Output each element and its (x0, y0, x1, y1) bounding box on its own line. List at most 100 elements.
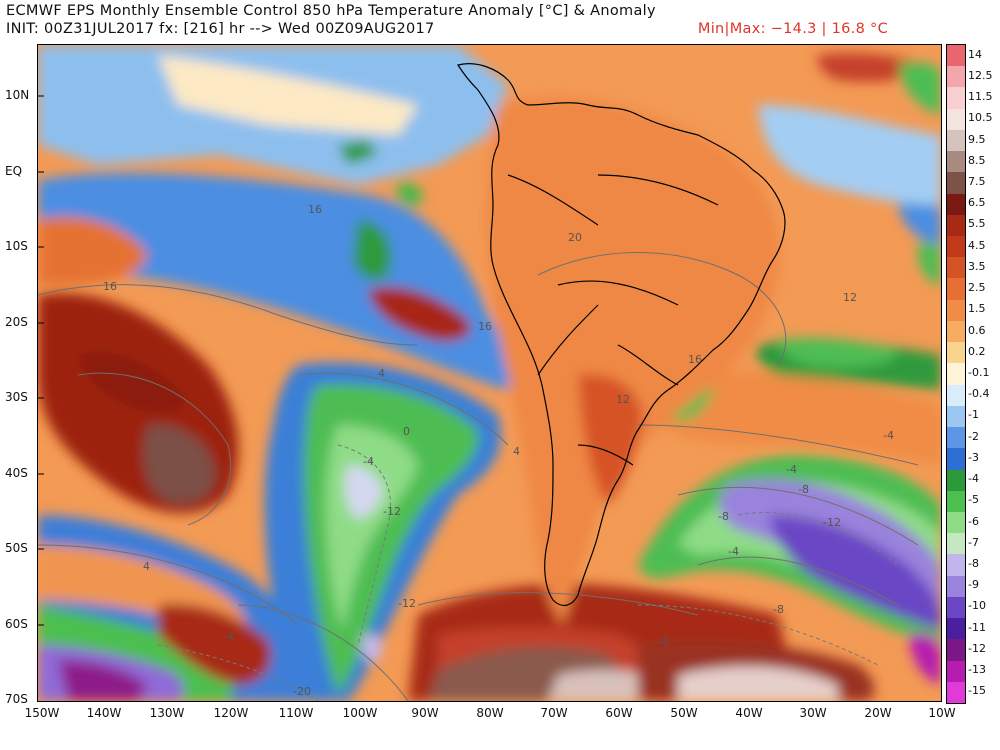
contour-label: -8 (718, 510, 729, 523)
colorbar-label: -11 (968, 620, 986, 634)
colorbar-segment (947, 639, 965, 662)
colorbar-segment (947, 384, 965, 407)
colorbar-segment (947, 490, 965, 513)
lon-label: 40W (735, 706, 763, 720)
grid-ticks (38, 95, 44, 626)
anomaly-fill (38, 45, 941, 701)
colorbar-segment (947, 108, 965, 131)
contour-label: -8 (798, 483, 809, 496)
colorbar-segment (947, 405, 965, 428)
colorbar-segment (947, 533, 965, 555)
colorbar-label: -1 (968, 408, 979, 422)
lon-label: 140W (86, 706, 122, 720)
colorbar-segment (947, 511, 965, 534)
colorbar-label: -15 (968, 684, 986, 698)
colorbar-label: -5 (968, 493, 979, 507)
lat-label: 40S (5, 466, 28, 480)
contour-label: 16 (478, 320, 492, 333)
colorbar-segment (947, 214, 965, 237)
colorbar-segment (947, 129, 965, 152)
lat-label: 60S (5, 617, 28, 631)
colorbar-label: -4 (968, 472, 979, 486)
contour-label: 4 (378, 367, 385, 380)
contour-label: -4 (786, 463, 797, 476)
colorbar-label: 9.5 (968, 132, 986, 146)
lat-label: 70S (5, 692, 28, 706)
lon-label: 120W (213, 706, 249, 720)
contour-label: -4 (223, 630, 234, 643)
contour-label: -12 (823, 516, 841, 529)
colorbar-label: 1.5 (968, 302, 986, 316)
contour-label: -8 (658, 635, 669, 648)
contour-label: 0 (403, 425, 410, 438)
lon-label: 100W (342, 706, 378, 720)
lat-label: 30S (5, 390, 28, 404)
colorbar-label: -7 (968, 535, 979, 549)
dashed-contours (157, 444, 899, 701)
lon-label: 10W (928, 706, 956, 720)
colorbar-segment (947, 151, 965, 173)
colorbar-segment (947, 87, 965, 110)
colorbar-segment (947, 575, 965, 598)
lon-label: 20W (864, 706, 892, 720)
colorbar-segment (947, 660, 965, 683)
colorbar-label: -10 (968, 599, 986, 613)
colorbar-label: -12 (968, 641, 986, 655)
colorbar-label: 2.5 (968, 281, 986, 295)
anomaly-map[interactable]: 16 20 16 12 16 16 4 0 -4 12 -4 -8 -12 -4… (37, 44, 942, 702)
contour-label: 16 (103, 280, 117, 293)
colorbar-segment (947, 257, 965, 279)
colorbar-label: -0.4 (968, 387, 990, 401)
contour-label: -8 (773, 603, 784, 616)
chart-title: ECMWF EPS Monthly Ensemble Control 850 h… (6, 3, 656, 19)
colorbar-segment (947, 618, 965, 640)
colorbar-label: 6.5 (968, 196, 986, 210)
lon-label: 110W (278, 706, 314, 720)
colorbar-label: -9 (968, 578, 979, 592)
colorbar-segment (947, 66, 965, 88)
contour-label: -20 (293, 685, 311, 698)
colorbar-label: 0.6 (968, 323, 986, 337)
contour-label: 4 (513, 445, 520, 458)
colorbar-segment (947, 172, 965, 195)
colorbar-label: -6 (968, 514, 979, 528)
colorbar-segment (947, 299, 965, 322)
lon-label: 70W (540, 706, 568, 720)
colorbar-segment (947, 681, 965, 704)
colorbar-segment (947, 236, 965, 258)
lon-label: 130W (149, 706, 185, 720)
colorbar-label: 0.2 (968, 344, 986, 358)
colorbar-segment (947, 193, 965, 216)
lat-label: 10N (5, 88, 30, 102)
lon-label: 60W (605, 706, 633, 720)
colorbar-segment (947, 469, 965, 492)
contour-label: 20 (568, 231, 582, 244)
colorbar-label: 8.5 (968, 153, 986, 167)
coastline (457, 63, 786, 607)
colorbar-segment (947, 363, 965, 386)
colorbar (946, 44, 966, 704)
colorbar-label: 5.5 (968, 217, 986, 231)
contour-labels: 16 20 16 12 16 16 4 0 -4 12 -4 -8 -12 -4… (103, 203, 894, 698)
lon-label: 80W (476, 706, 504, 720)
colorbar-segment (947, 448, 965, 470)
colorbar-label: 7.5 (968, 174, 986, 188)
colorbar-label: 14 (968, 47, 982, 61)
colorbar-label: 12.5 (968, 68, 993, 82)
min-max-readout: Min|Max: −14.3 | 16.8 °C (697, 21, 888, 37)
contour-label: -12 (383, 505, 401, 518)
colorbar-label: -8 (968, 557, 979, 571)
colorbar-segment (947, 342, 965, 364)
contour-label: 16 (308, 203, 322, 216)
contour-label: 12 (616, 393, 630, 406)
contour-label: -12 (398, 597, 416, 610)
lon-label: 30W (799, 706, 827, 720)
contour-label: 16 (688, 353, 702, 366)
contour-label: 12 (843, 291, 857, 304)
lat-label: EQ (5, 164, 23, 178)
colorbar-segment (947, 596, 965, 619)
contour-lines (38, 252, 919, 701)
lat-label: 10S (5, 239, 28, 253)
colorbar-segment (947, 427, 965, 449)
colorbar-label: 11.5 (968, 90, 993, 104)
